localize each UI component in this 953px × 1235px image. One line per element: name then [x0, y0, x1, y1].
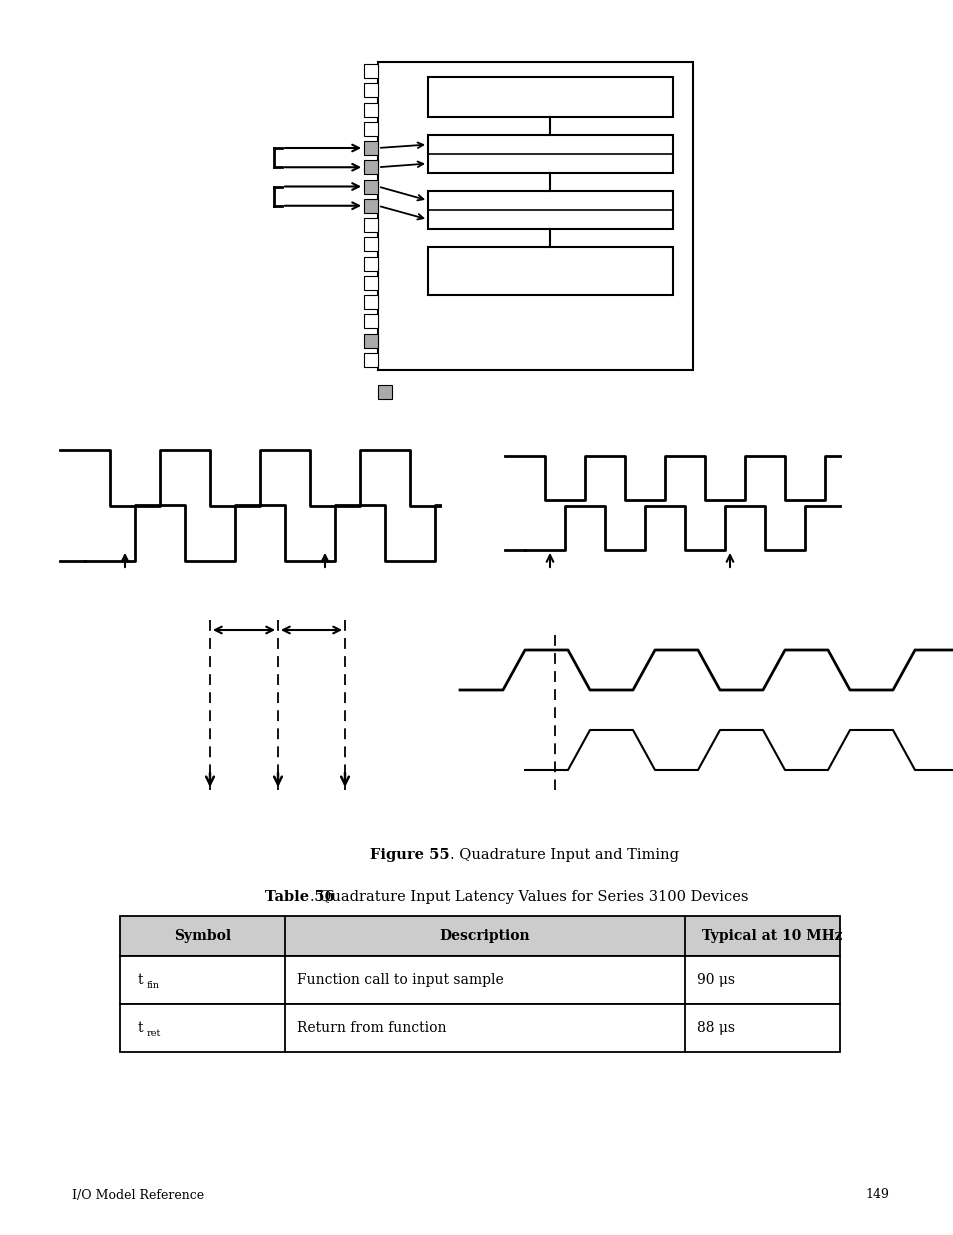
Bar: [364, 275, 377, 290]
Text: Description: Description: [439, 929, 530, 944]
Text: Function call to input sample: Function call to input sample: [296, 973, 503, 987]
Bar: [364, 314, 377, 329]
Bar: [377, 385, 392, 399]
Bar: [428, 77, 672, 117]
Text: I/O Model Reference: I/O Model Reference: [71, 1188, 204, 1202]
Text: 149: 149: [864, 1188, 888, 1202]
Text: t: t: [138, 1021, 143, 1035]
Bar: [428, 135, 672, 173]
Bar: [364, 161, 377, 174]
Text: 90 μs: 90 μs: [697, 973, 734, 987]
Text: Figure 55: Figure 55: [370, 848, 449, 862]
Text: fin: fin: [147, 981, 160, 989]
Bar: [364, 257, 377, 270]
Bar: [120, 956, 840, 1004]
Bar: [364, 122, 377, 136]
Bar: [377, 62, 692, 370]
Bar: [364, 295, 377, 309]
Bar: [364, 179, 377, 194]
Bar: [428, 247, 672, 295]
Text: Symbol: Symbol: [173, 929, 231, 944]
Text: . Quadrature Input and Timing: . Quadrature Input and Timing: [450, 848, 679, 862]
Bar: [364, 103, 377, 116]
Text: Table 56: Table 56: [265, 890, 335, 904]
Bar: [364, 141, 377, 156]
Text: Return from function: Return from function: [296, 1021, 446, 1035]
Bar: [364, 333, 377, 347]
Text: t: t: [138, 973, 143, 987]
Bar: [120, 1004, 840, 1052]
Bar: [364, 64, 377, 78]
Bar: [364, 353, 377, 367]
Bar: [364, 199, 377, 212]
Bar: [364, 83, 377, 98]
Bar: [428, 191, 672, 228]
Text: . Quadrature Input Latency Values for Series 3100 Devices: . Quadrature Input Latency Values for Se…: [310, 890, 748, 904]
Bar: [364, 219, 377, 232]
Text: ret: ret: [147, 1029, 161, 1037]
Bar: [364, 237, 377, 251]
Text: Typical at 10 MHz: Typical at 10 MHz: [701, 929, 841, 944]
Bar: [120, 916, 840, 956]
Text: 88 μs: 88 μs: [697, 1021, 734, 1035]
